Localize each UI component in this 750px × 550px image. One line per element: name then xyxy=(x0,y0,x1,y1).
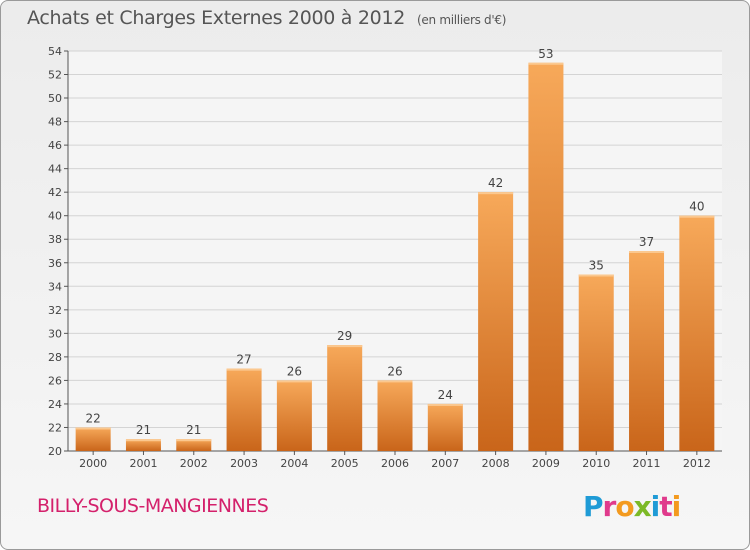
data-label: 42 xyxy=(488,176,503,190)
x-tick-label: 2008 xyxy=(482,457,510,470)
logo-letter: i xyxy=(650,490,661,523)
x-tick-label: 2007 xyxy=(431,457,459,470)
logo-letter: x xyxy=(633,490,652,523)
logo-letter: i xyxy=(671,490,682,523)
bar xyxy=(427,403,463,451)
bar xyxy=(679,215,715,451)
town-name: BILLY-SOUS-MANGIENNES xyxy=(37,495,269,517)
data-label: 35 xyxy=(589,259,604,273)
data-label: 22 xyxy=(86,411,101,425)
x-tick-label: 2001 xyxy=(129,457,157,470)
bar-highlight xyxy=(75,427,111,430)
y-tick-label: 26 xyxy=(48,374,62,387)
y-tick-label: 24 xyxy=(48,398,62,411)
logo-letter: t xyxy=(659,490,672,523)
data-label: 40 xyxy=(689,200,704,214)
bar-highlight xyxy=(427,403,463,406)
logo-letter: o xyxy=(615,490,634,523)
bar xyxy=(377,380,413,451)
y-tick-label: 20 xyxy=(48,445,62,458)
y-tick-label: 28 xyxy=(48,351,62,364)
logo-letter: r xyxy=(602,490,617,523)
data-label: 26 xyxy=(287,364,302,378)
bar xyxy=(226,368,262,451)
x-tick-label: 2009 xyxy=(532,457,560,470)
y-tick-label: 50 xyxy=(48,92,62,105)
y-tick-label: 36 xyxy=(48,257,62,270)
y-tick-label: 48 xyxy=(48,116,62,129)
chart-subtitle: (en milliers d'€) xyxy=(417,13,507,27)
x-tick-label: 2006 xyxy=(381,457,409,470)
x-tick-label: 2005 xyxy=(331,457,359,470)
bar-highlight xyxy=(629,251,665,253)
bar xyxy=(327,345,363,451)
chart-title: Achats et Charges Externes 2000 à 2012 (e… xyxy=(27,7,506,29)
x-tick-label: 2003 xyxy=(230,457,258,470)
bar xyxy=(276,380,312,451)
y-tick-label: 42 xyxy=(48,186,62,199)
y-tick-label: 52 xyxy=(48,69,62,82)
logo-letter: P xyxy=(583,490,604,523)
x-tick-label: 2010 xyxy=(582,457,610,470)
bar xyxy=(75,427,111,451)
y-tick-label: 44 xyxy=(48,163,62,176)
bar-highlight xyxy=(125,439,161,442)
bar-highlight xyxy=(327,345,363,348)
bar xyxy=(629,251,665,451)
x-tick-label: 2000 xyxy=(79,457,107,470)
data-label: 29 xyxy=(337,329,352,343)
bar-highlight xyxy=(377,380,413,383)
y-tick-label: 30 xyxy=(48,327,62,340)
chart-title-text: Achats et Charges Externes 2000 à 2012 xyxy=(27,7,406,29)
bar-highlight xyxy=(578,274,614,277)
bar xyxy=(176,439,212,451)
bar xyxy=(528,62,564,451)
bar-highlight xyxy=(226,368,262,371)
bar-highlight xyxy=(679,215,715,218)
data-label: 26 xyxy=(387,364,402,378)
y-tick-label: 32 xyxy=(48,304,62,317)
bar-highlight xyxy=(276,380,312,383)
data-label: 21 xyxy=(136,423,151,437)
bar xyxy=(125,439,161,451)
y-tick-label: 40 xyxy=(48,210,62,223)
bar-highlight xyxy=(478,192,514,195)
bar-highlight xyxy=(528,62,564,65)
proxiti-logo[interactable]: Proxiti xyxy=(583,490,682,523)
y-tick-label: 38 xyxy=(48,233,62,246)
x-tick-label: 2012 xyxy=(683,457,711,470)
data-label: 24 xyxy=(438,388,453,402)
y-tick-label: 34 xyxy=(48,280,62,293)
data-label: 21 xyxy=(186,423,201,437)
bar xyxy=(478,192,514,452)
data-label: 37 xyxy=(639,235,654,249)
y-tick-label: 46 xyxy=(48,139,62,152)
x-tick-label: 2011 xyxy=(633,457,661,470)
x-tick-label: 2002 xyxy=(180,457,208,470)
x-tick-label: 2004 xyxy=(280,457,308,470)
y-tick-label: 22 xyxy=(48,421,62,434)
y-tick-label: 54 xyxy=(48,45,62,58)
data-label: 27 xyxy=(236,353,251,367)
bar-highlight xyxy=(176,439,212,442)
data-label: 53 xyxy=(538,47,553,61)
bar xyxy=(578,274,614,451)
